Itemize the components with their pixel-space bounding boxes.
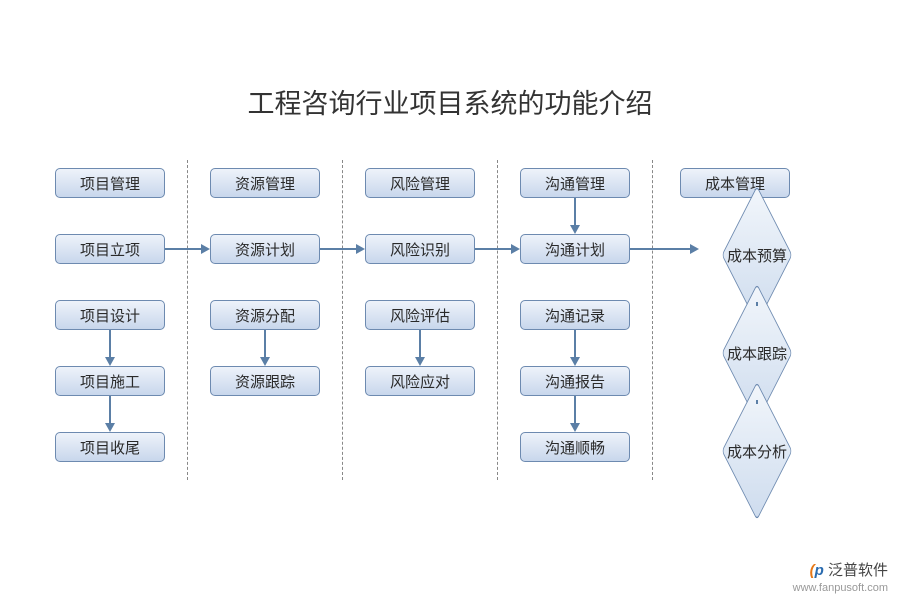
node-c2n1: 资源管理 (210, 168, 320, 198)
node-c5d1: 成本预算 (720, 218, 794, 292)
node-c4n3: 沟通记录 (520, 300, 630, 330)
column-divider-3 (652, 160, 653, 480)
node-c5n1: 成本管理 (680, 168, 790, 198)
watermark: (p 泛普软件 www.fanpusoft.com (793, 559, 888, 594)
watermark-brand: (p 泛普软件 (793, 559, 888, 580)
node-c3n2: 风险识别 (365, 234, 475, 264)
node-c1n3: 项目设计 (55, 300, 165, 330)
column-divider-2 (497, 160, 498, 480)
node-c2n2: 资源计划 (210, 234, 320, 264)
node-c4n1: 沟通管理 (520, 168, 630, 198)
node-c4n4: 沟通报告 (520, 366, 630, 396)
column-divider-1 (342, 160, 343, 480)
watermark-brand-text: 泛普软件 (828, 562, 888, 579)
node-c1n1: 项目管理 (55, 168, 165, 198)
column-divider-0 (187, 160, 188, 480)
node-c2n4: 资源跟踪 (210, 366, 320, 396)
node-c2n3: 资源分配 (210, 300, 320, 330)
node-c1n5: 项目收尾 (55, 432, 165, 462)
node-c5d2: 成本跟踪 (720, 316, 794, 390)
node-c5d3: 成本分析 (720, 414, 794, 488)
node-c1n2: 项目立项 (55, 234, 165, 264)
node-c3n1: 风险管理 (365, 168, 475, 198)
node-c1n4: 项目施工 (55, 366, 165, 396)
page-title: 工程咨询行业项目系统的功能介绍 (0, 82, 900, 121)
node-c3n3: 风险评估 (365, 300, 475, 330)
watermark-url: www.fanpusoft.com (793, 582, 888, 594)
node-c3n4: 风险应对 (365, 366, 475, 396)
node-c4n5: 沟通顺畅 (520, 432, 630, 462)
node-c4n2: 沟通计划 (520, 234, 630, 264)
